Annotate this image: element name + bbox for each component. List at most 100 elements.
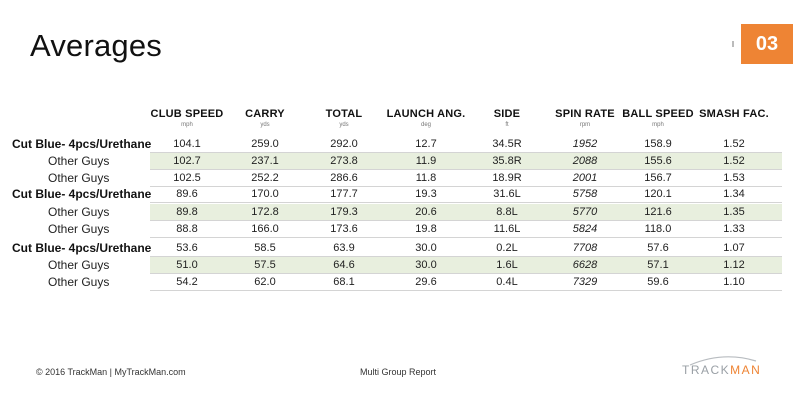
column-header: TOTAL yds [299,108,389,128]
table-cell: 7708 [572,242,598,254]
table-cell: 11.9 [415,155,437,167]
averages-table: CLUB SPEED mph CARRY yds TOTAL yds LAUNCH ANG.… [0,108,800,291]
column-unit-label: mph [652,122,664,128]
group-label: Cut Blue- 4pcs/Urethane [12,187,152,201]
table-row: Other Guys 102.7 237.1 273.8 11.9 35.8R 2088 15… [0,153,800,170]
table-cell: 12.7 [415,138,437,150]
table-cell: 121.6 [644,206,672,218]
table-cell: 5758 [572,188,598,200]
table-cell: 31.6L [493,188,521,200]
row-background [150,204,782,221]
table-cell: 118.0 [644,223,672,235]
column-header: CARRY yds [220,108,310,128]
table-cell: 53.6 [176,242,198,254]
table-row: Cut Blue- 4pcs/Urethane 104.1 259.0 292.0 12… [0,136,800,153]
row-background [150,153,782,170]
table-cell: 58.5 [254,242,276,254]
table-cell: 1.6L [496,259,518,271]
column-header: CLUB SPEED mph [142,108,232,128]
table-cell: 158.9 [644,138,672,150]
table-cell: 170.0 [251,188,279,200]
table-cell: 273.8 [330,155,358,167]
table-cell: 1952 [572,138,598,150]
table-cell: 18.9R [492,172,522,184]
column-header: SPIN RATE rpm [540,108,630,128]
table-cell: 102.7 [173,155,201,167]
table-cell: 156.7 [644,172,672,184]
row-divider [150,273,782,274]
table-cell: 237.1 [251,155,279,167]
column-header: LAUNCH ANG. deg [381,108,471,128]
row-divider [150,290,782,291]
comparison-label: Other Guys [48,275,110,289]
table-row: Other Guys 89.8 172.8 179.3 20.6 8.8L 5770 121.… [0,204,800,221]
comparison-label: Other Guys [48,258,110,272]
table-cell: 1.52 [723,155,745,167]
table-cell: 57.6 [647,242,669,254]
table-cell: 57.5 [254,259,276,271]
column-header-label: CLUB SPEED [150,108,224,120]
table-cell: 1.12 [723,259,745,271]
column-header-label: LAUNCH ANG. [386,108,466,120]
table-cell: 1.10 [723,276,745,288]
column-unit-label: yds [339,122,349,128]
table-cell: 59.6 [647,276,669,288]
column-header-label: TOTAL [325,108,363,120]
row-divider [150,237,782,238]
table-cell: 120.1 [644,188,672,200]
column-header-label: SPIN RATE [555,108,615,120]
column-unit-label: deg [420,122,431,128]
table-cell: 1.34 [723,188,745,200]
page-marker [732,41,734,47]
comparison-label: Other Guys [48,154,110,168]
group-label: Cut Blue- 4pcs/Urethane [12,137,152,151]
table-cell: 173.6 [330,223,358,235]
table-cell: 7329 [572,276,598,288]
table-cell: 292.0 [330,138,358,150]
column-unit-label: yds [260,122,270,128]
table-cell: 89.8 [176,206,198,218]
table-row: Other Guys 51.0 57.5 64.6 30.0 1.6L 6628 57.1 1.… [0,257,800,274]
table-cell: 68.1 [333,276,355,288]
table-cell: 30.0 [415,259,437,271]
table-cell: 0.4L [496,276,518,288]
table-cell: 11.8 [415,172,437,184]
table-cell: 102.5 [173,172,201,184]
footer-copyright: © 2016 TrackMan | MyTrackMan.com [36,367,186,377]
table-cell: 259.0 [251,138,279,150]
table-cell: 63.9 [333,242,355,254]
row-divider [150,220,782,221]
trackman-swoosh-icon [689,356,757,366]
table-cell: 54.2 [176,276,198,288]
row-background [150,257,782,274]
table-cell: 1.07 [723,242,745,254]
logo-text-track: TRACK [682,363,731,377]
column-header-label: CARRY [245,108,285,120]
table-cell: 34.5R [492,138,522,150]
row-divider [150,152,782,153]
column-header: SIDE ft [462,108,552,128]
column-header: SMASH FAC. [689,108,779,122]
table-row: Cut Blue- 4pcs/Urethane 89.6 170.0 177.7 19.… [0,186,800,203]
table-cell: 1.53 [723,172,745,184]
row-divider [150,169,782,170]
table-cell: 19.3 [415,188,437,200]
table-cell: 8.8L [496,206,518,218]
table-row: Other Guys 54.2 62.0 68.1 29.6 0.4L 7329 59.6 1.… [0,274,800,291]
table-cell: 1.33 [723,223,745,235]
trackman-logo: TRACKMAN [682,363,761,377]
table-cell: 62.0 [254,276,276,288]
table-row: Other Guys 102.5 252.2 286.6 11.8 18.9R 2001 15… [0,170,800,187]
logo-text-man: MAN [730,363,762,377]
table-row: Cut Blue- 4pcs/Urethane 53.6 58.5 63.9 30.0 0… [0,240,800,257]
column-header: BALL SPEED mph [613,108,703,128]
table-cell: 2088 [572,155,598,167]
table-cell: 1.52 [723,138,745,150]
table-cell: 177.7 [330,188,358,200]
table-cell: 179.3 [330,206,358,218]
table-cell: 5770 [572,206,598,218]
table-cell: 252.2 [251,172,279,184]
table-cell: 51.0 [176,259,198,271]
column-header-label: SMASH FAC. [699,108,769,120]
table-cell: 35.8R [492,155,522,167]
